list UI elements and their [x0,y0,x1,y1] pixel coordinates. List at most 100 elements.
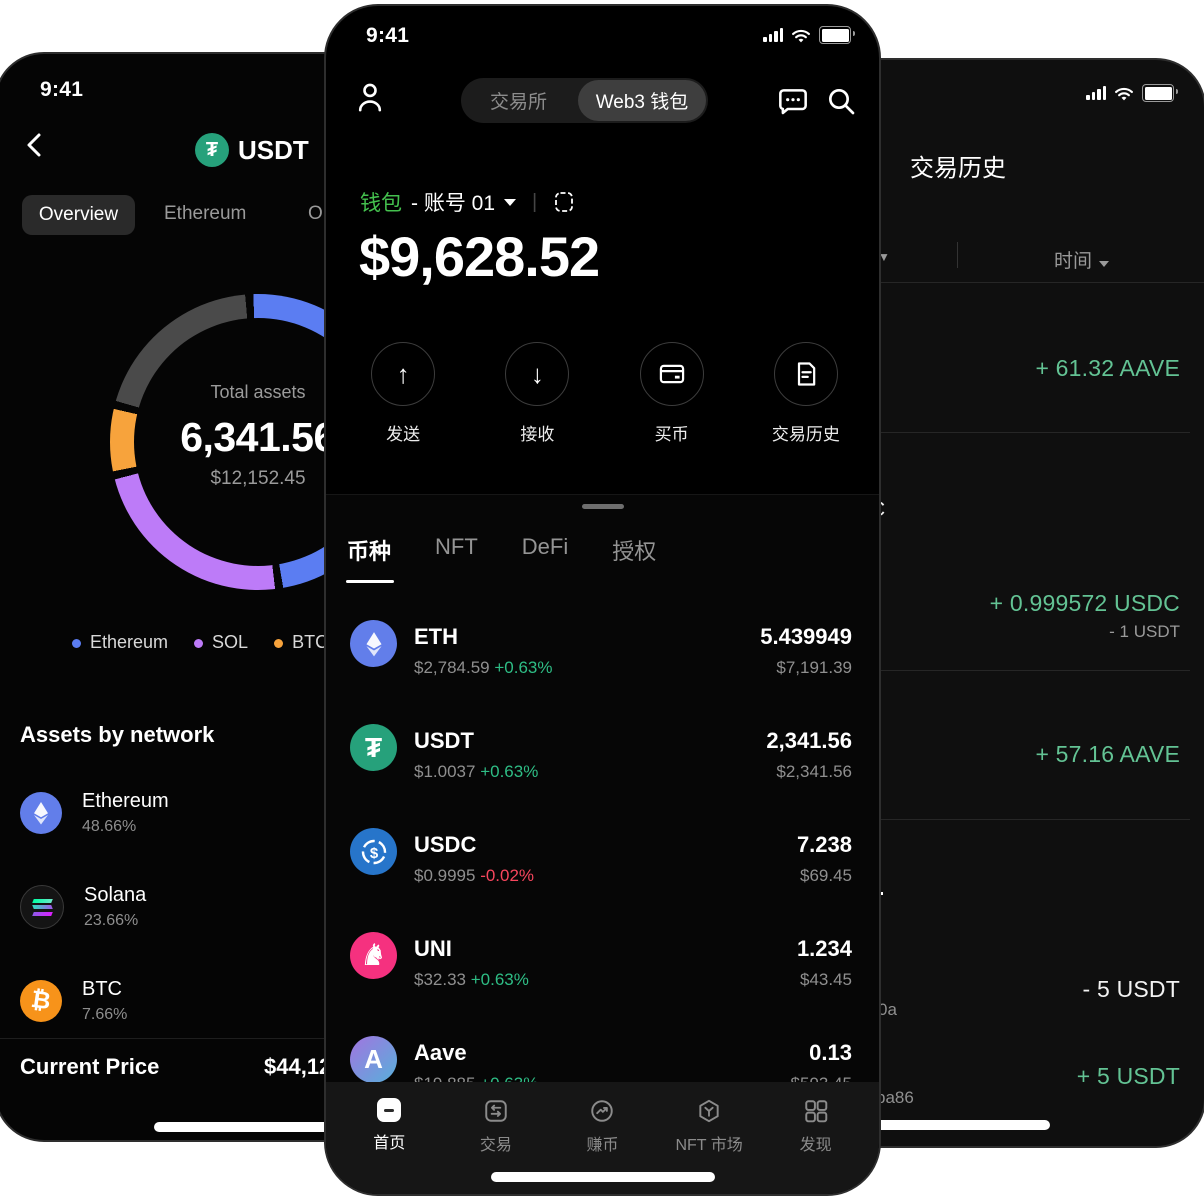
token-price: $2,784.59 [414,658,490,677]
battery-icon [1142,84,1178,102]
token-usd-value: $43.45 [800,970,852,989]
usdc-icon: $ [350,828,397,875]
divider [0,1038,538,1039]
drag-handle[interactable] [581,504,624,509]
tx-sub-amount: - 1 USDT [1109,622,1180,641]
divider [702,282,1204,283]
time-filter[interactable]: 时间 [1054,246,1110,273]
tab-coins[interactable]: 币种 [347,539,392,564]
home-icon [377,1098,402,1122]
tx-amount: + 61.32 AAVE [1035,355,1180,381]
token-usd-value: $69.45 [800,866,852,885]
token-change: +0.63% [494,658,553,677]
earn-icon [591,1100,614,1122]
tether-icon: ₮ [195,133,229,167]
tx-amount: + 0.999572 USDC [989,590,1180,616]
section-title: Assets by network [20,722,215,747]
legend-item-sol: SOL [194,632,248,653]
network-row-solana[interactable]: Solana 23.66% [20,884,146,930]
document-icon [797,362,816,386]
nav-discover[interactable]: 发现 [762,1098,869,1155]
token-symbol: USDC [414,832,477,857]
network-row-btc[interactable]: ₿ BTC 7.66% [20,978,127,1024]
token-row-usdt[interactable]: ₮ USDT $1.0037 +0.63% 2,341.56 $2,341.56 [326,710,879,814]
action-label: 交易历史 [771,425,840,444]
signal-icon [763,28,783,42]
action-label: 发送 [386,425,421,444]
search-icon [829,89,855,115]
tx-amount: + 5 USDT [1076,1063,1180,1089]
chart-legend: Ethereum SOL BTC [72,632,328,653]
legend-item-btc: BTC [274,632,328,653]
assets-sheet [326,494,879,1194]
token-amount: 1.234 [796,936,852,961]
tab-truncated[interactable]: O [308,203,323,224]
search-button[interactable] [825,85,857,122]
divider [720,670,1190,671]
home-indicator[interactable] [490,1172,715,1182]
network-name: Solana [84,884,147,906]
wallet-account-row[interactable]: 钱包 - 账号 01 | [360,187,575,217]
chevron-down-icon [1099,261,1110,267]
person-icon [358,83,382,112]
tx-address-fragment: 0a [878,1000,897,1019]
token-change: +0.63% [480,762,539,781]
tab-defi[interactable]: DeFi [521,534,569,559]
nft-market-icon [699,1099,719,1123]
page-title: 交易历史 [910,155,1006,182]
chat-button[interactable] [777,85,809,122]
tab-overview[interactable]: Overview [22,195,135,235]
active-tab-underline [346,580,394,583]
status-time: 9:41 [366,24,410,47]
network-name: Ethereum [82,790,169,812]
arrow-up-icon: ↑ [396,358,410,389]
tab-web3-wallet[interactable]: Web3 钱包 [578,80,706,121]
nav-trade[interactable]: 交易 [443,1098,550,1155]
home-indicator[interactable] [860,1120,1050,1130]
token-price: $32.33 [414,970,466,989]
buy-crypto-button[interactable]: 买币 [605,342,739,445]
token-row-usdc[interactable]: $ USDC $0.9995 -0.02% 7.238 $69.45 [326,814,879,918]
tab-approvals[interactable]: 授权 [612,539,657,564]
wifi-icon [792,29,810,42]
legend-dot [194,639,204,648]
token-usd-value: $7,191.39 [776,658,852,677]
tx-amount: - 5 USDT [1082,976,1180,1002]
chevron-left-icon [27,133,41,157]
home-indicator[interactable] [154,1122,382,1132]
tab-nft[interactable]: NFT [435,534,478,559]
web3-wallet-home-screen: 9:41 交易所 Web3 钱包 钱包 - 账号 01 | $9,628.52 … [324,4,881,1196]
signal-icon [1086,86,1106,100]
tab-exchange[interactable]: 交易所 [489,92,547,113]
nav-earn[interactable]: 赚币 [549,1098,656,1155]
hidden-filter-caret[interactable]: ▼ [878,250,890,264]
status-icons [763,26,855,44]
profile-button[interactable] [354,80,386,119]
network-percent: 7.66% [82,1006,128,1023]
send-button[interactable]: ↑ 发送 [336,342,470,445]
tab-ethereum[interactable]: Ethereum [164,203,247,224]
token-symbol: Aave [414,1040,467,1065]
quick-actions: ↑ 发送 ↓ 接收 买币 交易历史 [336,342,873,445]
wallet-label: 钱包 [360,192,402,215]
action-label: 接收 [520,425,555,444]
token-amount: 7.238 [796,832,852,857]
svg-text:$: $ [369,845,378,862]
current-price-value: $44,12 [264,1054,332,1079]
network-percent: 48.66% [82,818,137,835]
scan-icon[interactable] [553,190,575,214]
nav-nft-market[interactable]: NFT 市场 [656,1098,763,1155]
back-button[interactable] [22,130,52,164]
token-amount: 5.439949 [760,624,852,649]
token-row-eth[interactable]: ETH $2,784.59 +0.63% 5.439949 $7,191.39 [326,606,879,710]
receive-button[interactable]: ↓ 接收 [470,342,604,445]
network-row-ethereum[interactable]: Ethereum 48.66% [20,790,169,836]
token-change: +0.63% [470,970,529,989]
trade-icon [485,1100,507,1122]
network-percent: 23.66% [84,912,139,929]
token-row-uni[interactable]: ♞ UNI $32.33 +0.63% 1.234 $43.45 [326,918,879,1022]
history-button[interactable]: 交易历史 [739,342,873,445]
nav-home[interactable]: 首页 [336,1098,443,1155]
discover-icon [804,1100,827,1123]
segmented-control: 交易所 Web3 钱包 [461,78,708,123]
